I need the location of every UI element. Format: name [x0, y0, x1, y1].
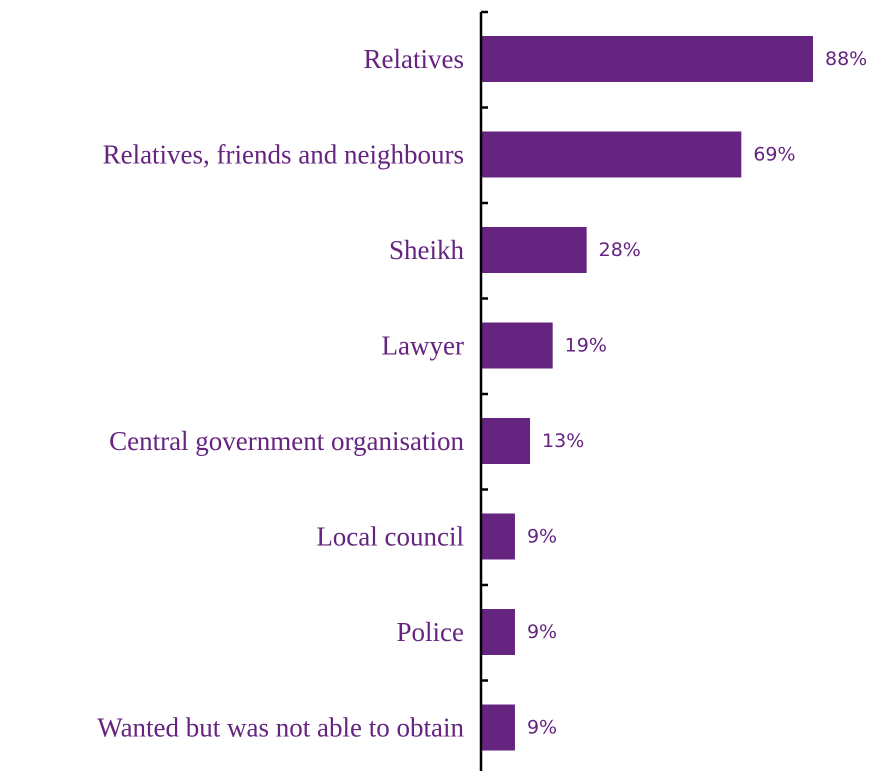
- labels-layer: Relatives 88% Relatives, friends and neigh…: [97, 44, 867, 743]
- bar: [481, 131, 742, 178]
- bar: [481, 513, 515, 560]
- category-label: Local council: [316, 522, 464, 552]
- bars-layer: [481, 36, 813, 751]
- bar: [481, 609, 515, 655]
- value-label: 13%: [542, 430, 584, 452]
- bar: [481, 418, 531, 464]
- bar: [481, 704, 515, 751]
- value-label: 28%: [599, 239, 641, 261]
- y-axis: [479, 10, 488, 771]
- bar: [481, 322, 553, 369]
- bar: [481, 36, 813, 82]
- category-label: Central government organisation: [109, 426, 464, 456]
- value-label: 19%: [565, 335, 607, 357]
- category-label: Police: [397, 617, 465, 647]
- value-label: 9%: [527, 717, 557, 739]
- category-label: Lawyer: [382, 331, 464, 361]
- value-label: 9%: [527, 621, 557, 643]
- category-label: Relatives: [364, 44, 464, 74]
- category-label: Wanted but was not able to obtain: [97, 713, 464, 743]
- bar: [481, 227, 587, 273]
- value-label: 9%: [527, 526, 557, 548]
- category-label: Relatives, friends and neighbours: [103, 140, 464, 170]
- value-label: 88%: [825, 48, 867, 70]
- category-label: Sheikh: [389, 235, 465, 265]
- value-label: 69%: [753, 144, 795, 166]
